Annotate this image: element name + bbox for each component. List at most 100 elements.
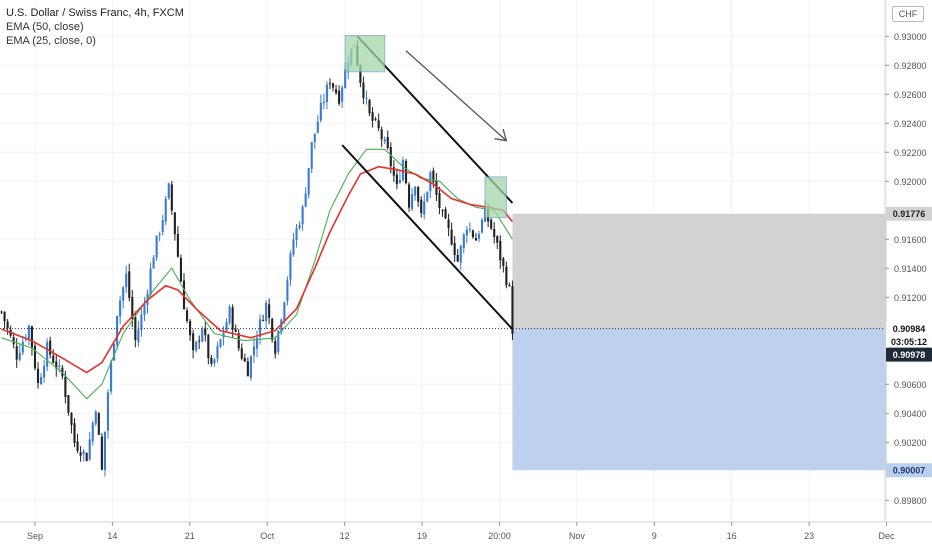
candle-body xyxy=(106,392,110,431)
candle-body xyxy=(128,271,131,298)
candle-body xyxy=(195,341,198,351)
time-tick-label: Oct xyxy=(260,531,275,541)
candle-body xyxy=(262,320,265,322)
candle-body xyxy=(453,243,456,256)
candle-body xyxy=(39,376,43,385)
supply-box xyxy=(344,35,386,73)
time-tick-label: 12 xyxy=(340,531,350,541)
chart-legend: U.S. Dollar / Swiss Franc, 4h, FXCM EMA … xyxy=(6,6,184,48)
candle-body xyxy=(380,129,383,140)
candle-body xyxy=(401,159,405,181)
candle-body xyxy=(210,357,213,364)
candle-body xyxy=(176,233,179,257)
candle-body xyxy=(112,343,116,361)
candle-body xyxy=(274,340,277,354)
drawings[interactable] xyxy=(0,35,885,330)
candle-body xyxy=(505,266,508,286)
candle-body xyxy=(383,139,386,142)
symbol-title: U.S. Dollar / Swiss Franc, 4h, FXCM xyxy=(6,7,184,19)
candle-body xyxy=(240,348,243,359)
candle-body xyxy=(6,321,9,328)
candle-body xyxy=(173,212,176,235)
candle-body xyxy=(246,361,249,377)
target-price-label-bg xyxy=(886,463,932,478)
candle-body xyxy=(97,413,100,435)
stop-price-label: 0.91776 xyxy=(893,209,926,219)
candle-body xyxy=(140,314,143,330)
time-tick-label: Sep xyxy=(27,531,43,541)
candle-body xyxy=(292,239,295,255)
candle-body xyxy=(420,199,423,214)
price-tick-label: 0.92400 xyxy=(894,119,927,129)
time-axis[interactable]: Sep 14 21 Oct 12 19 20:00 Nov 9 16 23 Dec xyxy=(0,521,932,541)
candle-body xyxy=(280,319,283,333)
time-tick-label: Dec xyxy=(879,531,896,541)
time-tick-label: 9 xyxy=(652,531,657,541)
candle-body xyxy=(149,268,152,295)
candle-body xyxy=(198,340,201,342)
candle-body xyxy=(508,285,511,287)
candle-body xyxy=(328,83,332,85)
supply-box xyxy=(484,176,507,218)
candle-body xyxy=(377,120,380,129)
candle-body xyxy=(411,194,414,210)
candle-body xyxy=(182,280,186,310)
candle-body xyxy=(143,304,146,315)
candle-body xyxy=(185,310,189,321)
candle-body xyxy=(368,100,371,114)
candle-body xyxy=(167,183,170,199)
candle-body xyxy=(3,311,6,322)
candle-body xyxy=(477,234,481,239)
ema50-legend: EMA (50, close) xyxy=(6,21,84,33)
candle-body xyxy=(158,233,161,235)
position-tool[interactable] xyxy=(512,213,887,471)
candle-body xyxy=(359,65,362,83)
take-profit-zone xyxy=(512,328,887,471)
candle-body xyxy=(496,236,499,243)
price-tick-label: 0.91600 xyxy=(894,235,927,245)
candle-body xyxy=(374,119,377,121)
price-tick-label: 0.93000 xyxy=(894,32,927,42)
candle-body xyxy=(295,228,298,241)
candle-body xyxy=(67,395,70,413)
candle-body xyxy=(18,352,21,360)
candle-body xyxy=(228,306,231,323)
candle-body xyxy=(365,98,368,100)
price-tick-label: 0.91400 xyxy=(894,264,927,274)
price-tick-label: 0.90600 xyxy=(894,380,927,390)
candle-body xyxy=(100,436,103,470)
candle-body xyxy=(82,451,85,455)
candle-body xyxy=(122,287,125,301)
entry-price-label: 0.90984 xyxy=(893,324,926,334)
candle-body xyxy=(36,368,40,383)
candle-body xyxy=(499,240,502,261)
candle-body xyxy=(417,186,420,202)
current-price-label: 0.90978 xyxy=(893,350,926,360)
candle-body xyxy=(201,329,204,342)
candle-body xyxy=(432,170,435,183)
candle-body xyxy=(64,376,67,398)
price-tick-label: 0.92200 xyxy=(894,148,927,158)
current-price-label-bg xyxy=(886,347,932,362)
candle-body xyxy=(27,325,30,339)
candle-body xyxy=(179,257,183,282)
candle-body xyxy=(338,90,341,104)
candle-body xyxy=(52,355,55,363)
candle-body xyxy=(204,328,207,336)
candle-body xyxy=(91,422,94,442)
candle-body xyxy=(55,361,58,369)
price-axis[interactable]: 0.93000 0.92800 0.92600 0.92400 0.92200 0.920… xyxy=(884,0,927,522)
candle-body xyxy=(213,359,216,364)
candle-body xyxy=(319,102,322,121)
stop-price-label-bg xyxy=(886,206,932,221)
price-tick-label: 0.91200 xyxy=(894,293,927,303)
candle-body xyxy=(395,174,398,185)
candle-body xyxy=(265,302,268,322)
candle-body xyxy=(444,209,447,219)
target-price-label: 0.90007 xyxy=(893,466,926,476)
candle-body xyxy=(316,121,319,133)
candle-body xyxy=(243,357,246,362)
currency-badge[interactable]: CHF xyxy=(892,6,924,22)
candle-body xyxy=(268,304,271,318)
